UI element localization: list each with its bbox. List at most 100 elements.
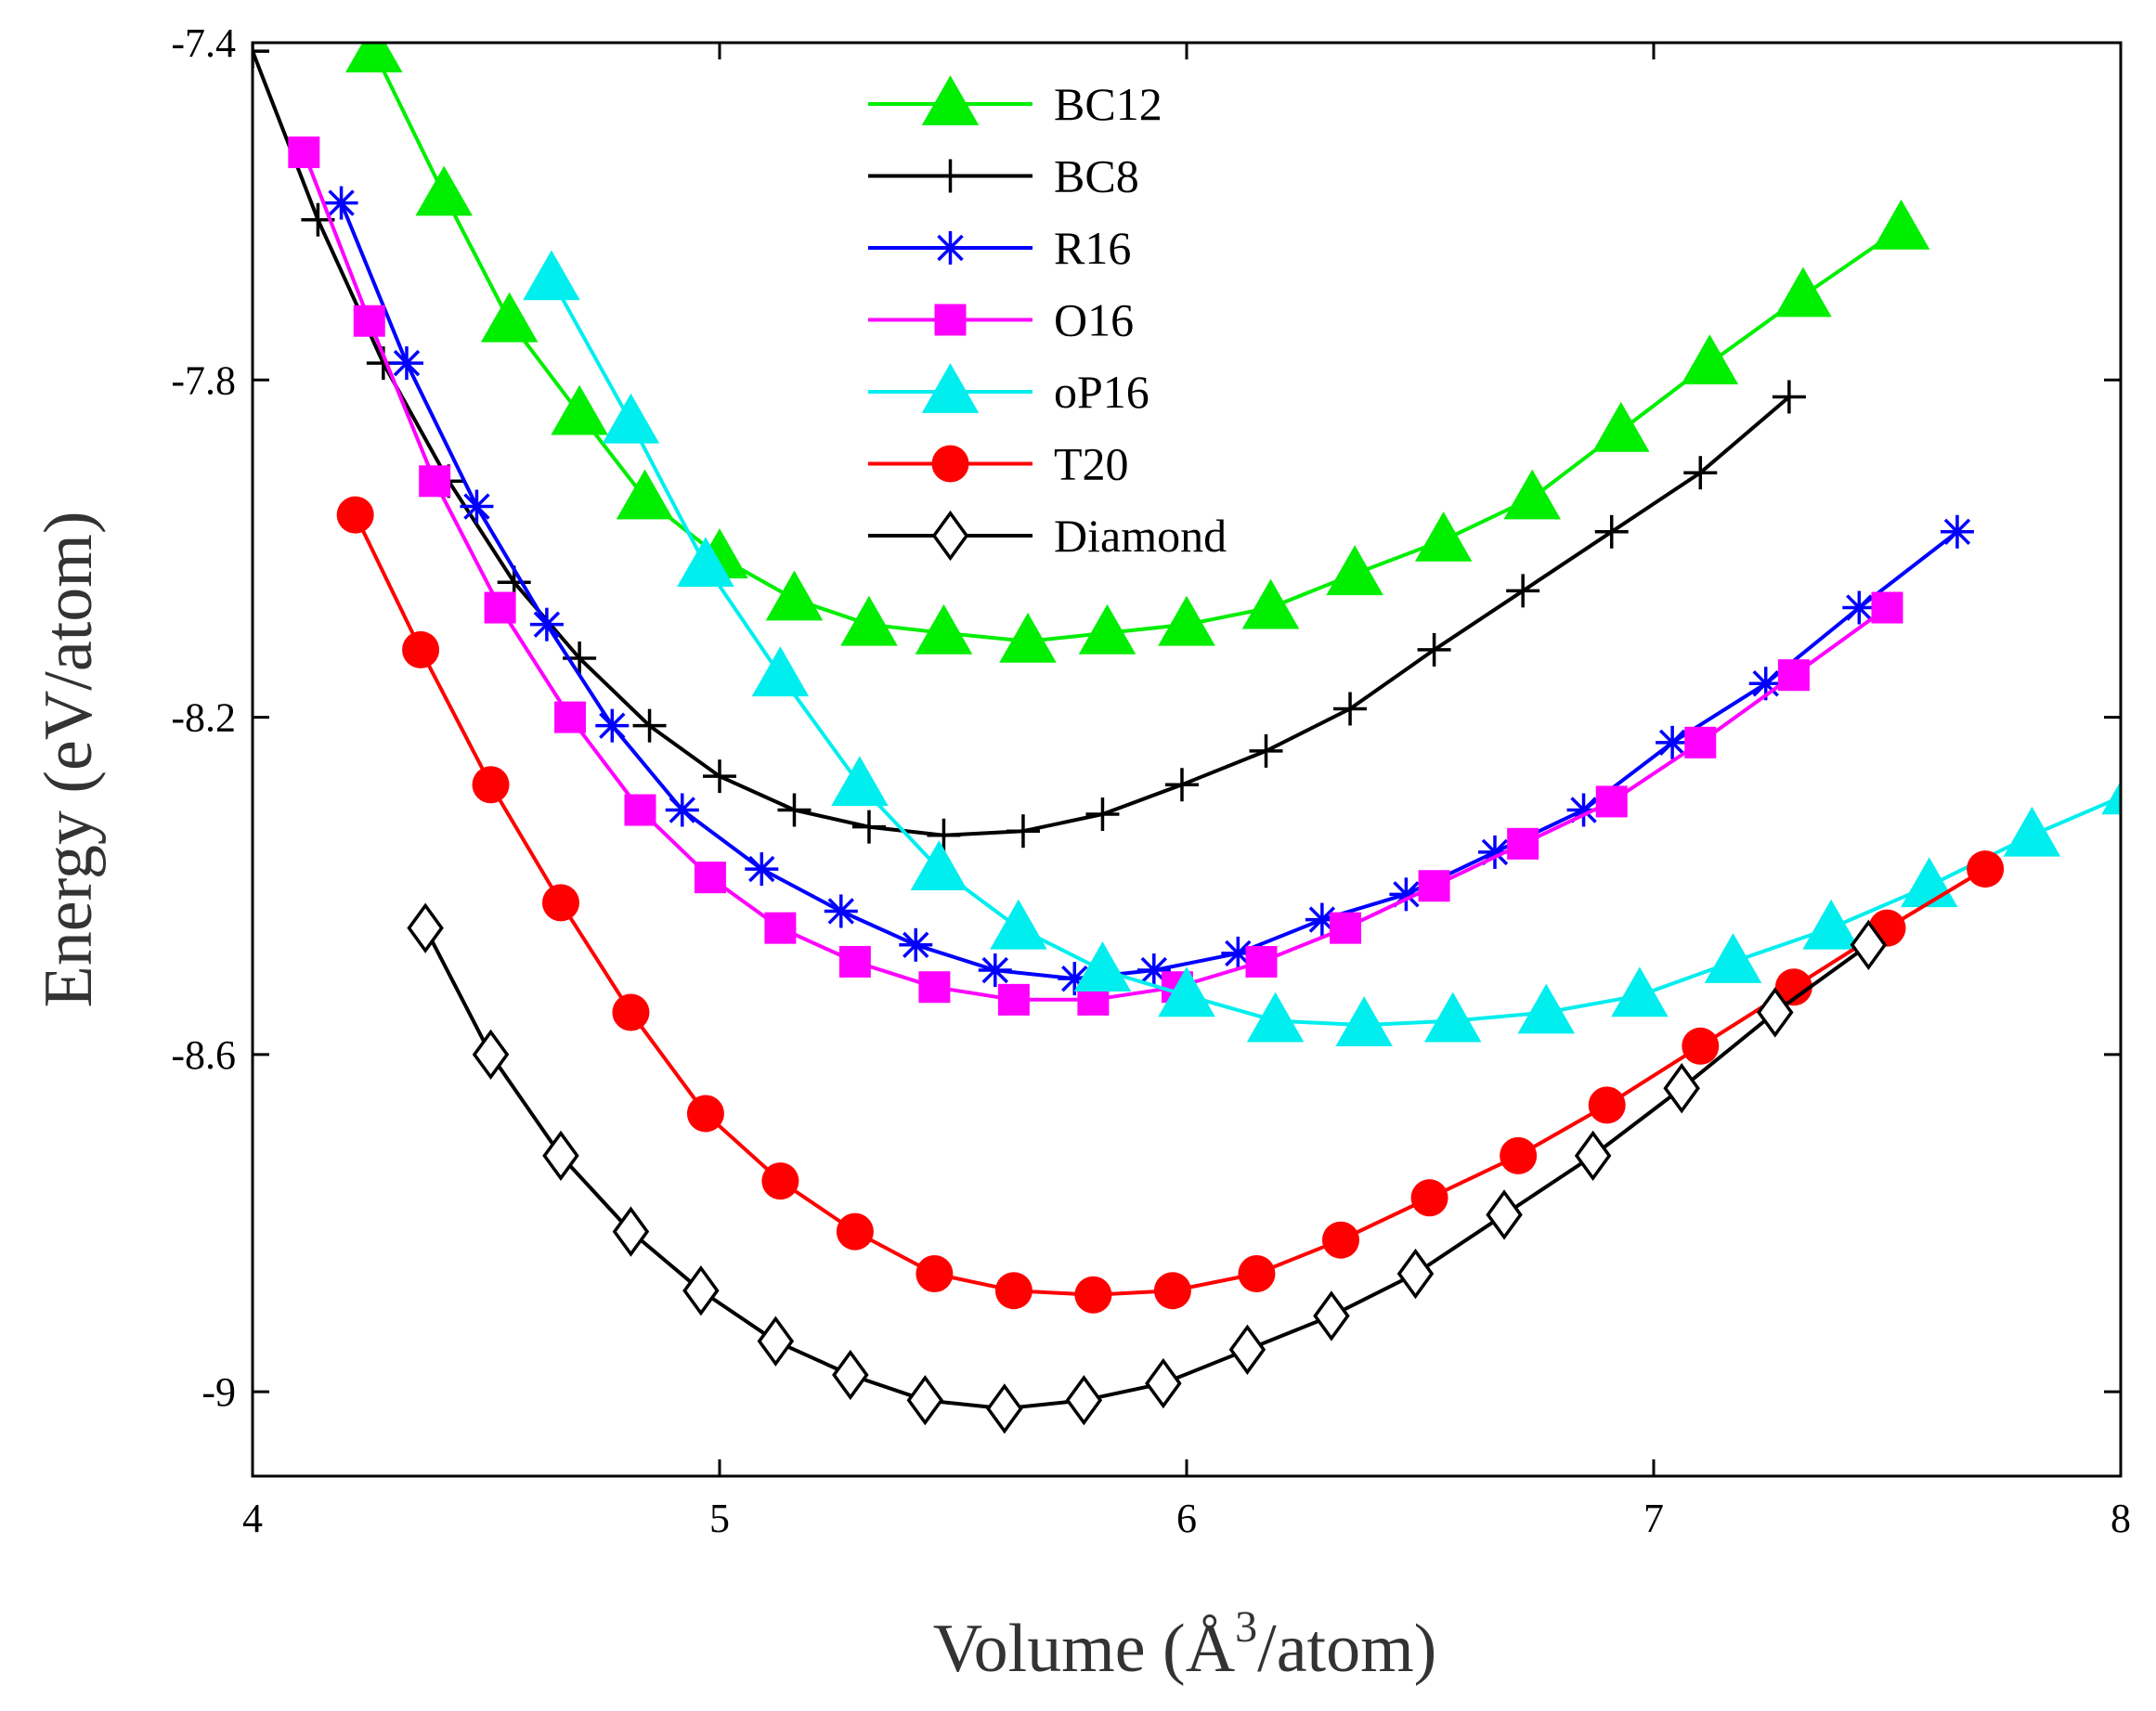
data-point-op16	[602, 393, 660, 444]
legend-item-diamond: Diamond	[868, 510, 1227, 562]
data-point-t20	[1500, 1136, 1538, 1174]
data-point-diamond	[542, 1130, 579, 1182]
data-point-t20	[402, 630, 440, 668]
data-point-diamond	[906, 1375, 944, 1426]
series-o16	[288, 136, 1903, 1016]
series-layer	[253, 43, 2121, 1434]
data-point-r16	[745, 852, 779, 887]
y-tick-label: -8.6	[171, 1032, 236, 1078]
data-point-diamond	[986, 1383, 1023, 1434]
data-point-r16	[595, 708, 630, 743]
data-point-t20	[541, 884, 579, 922]
x-tick-label: 6	[1176, 1496, 1197, 1541]
data-point-diamond	[407, 902, 444, 953]
data-point-t20	[761, 1162, 799, 1200]
data-point-diamond	[1396, 1248, 1435, 1300]
data-point-op16	[1517, 983, 1576, 1034]
data-point-r16	[824, 894, 858, 928]
y-tick-label: -7.8	[171, 357, 236, 403]
data-point-bc12	[915, 603, 973, 655]
x-tick-label: 7	[1643, 1496, 1664, 1541]
data-point-r16	[529, 607, 564, 642]
legend-marker-o16	[934, 304, 967, 336]
y-tick-label: -7.4	[171, 20, 236, 66]
data-point-op16	[1158, 966, 1215, 1018]
y-tick-label: -8.2	[171, 695, 236, 741]
legend-label-bc12: BC12	[1054, 78, 1162, 130]
data-point-bc12	[1592, 401, 1650, 452]
data-point-o16	[624, 794, 656, 826]
x-tick-label: 5	[709, 1496, 730, 1541]
data-point-bc12	[480, 292, 539, 343]
series-diamond	[407, 902, 1888, 1434]
data-point-bc12	[1241, 578, 1300, 629]
data-point-t20	[1774, 968, 1812, 1006]
legend-marker-op16	[921, 363, 980, 413]
data-point-bc12	[999, 612, 1057, 663]
y-tick-label: -9	[201, 1369, 236, 1415]
legend-label-op16: oP16	[1054, 366, 1149, 418]
data-point-t20	[836, 1212, 874, 1251]
data-point-bc12	[1158, 595, 1215, 646]
data-point-bc8	[851, 810, 886, 844]
data-point-bc12	[765, 570, 824, 621]
legend-item-t20: T20	[868, 438, 1129, 490]
data-point-diamond	[1663, 1063, 1700, 1114]
data-point-r16	[389, 346, 423, 381]
data-point-r16	[665, 793, 699, 827]
data-point-o16	[554, 701, 587, 733]
data-point-bc12	[1326, 545, 1383, 596]
data-point-op16	[990, 899, 1047, 950]
data-point-bc8	[632, 708, 667, 743]
data-point-t20	[1074, 1276, 1112, 1314]
data-point-diamond	[1228, 1324, 1266, 1375]
data-point-diamond	[1065, 1375, 1103, 1426]
legend-marker-t20	[931, 445, 969, 483]
data-point-r16	[899, 927, 933, 962]
data-point-bc12	[345, 43, 403, 73]
data-point-diamond	[1313, 1290, 1350, 1342]
legend-marker-r16	[933, 231, 968, 265]
data-point-t20	[336, 496, 374, 534]
data-point-t20	[1153, 1272, 1191, 1310]
data-point-t20	[916, 1255, 954, 1293]
data-point-op16	[1802, 899, 1860, 950]
legend-label-diamond: Diamond	[1054, 510, 1227, 562]
data-point-t20	[1410, 1179, 1448, 1217]
data-point-t20	[686, 1095, 724, 1133]
data-point-o16	[694, 862, 726, 894]
legend-label-t20: T20	[1054, 438, 1129, 490]
data-point-bc8	[1506, 574, 1540, 608]
data-point-o16	[1330, 912, 1362, 944]
data-point-diamond	[1145, 1357, 1182, 1409]
data-point-op16	[677, 537, 734, 588]
data-point-bc12	[1872, 199, 1930, 250]
x-tick-label: 4	[242, 1496, 263, 1541]
data-point-op16	[1704, 933, 1762, 983]
data-point-bc12	[415, 165, 473, 216]
data-point-op16	[831, 756, 889, 807]
data-point-o16	[1245, 945, 1278, 978]
data-point-diamond	[682, 1265, 720, 1316]
data-point-o16	[1418, 870, 1450, 902]
data-point-op16	[2101, 781, 2121, 815]
data-point-bc8	[1085, 797, 1120, 832]
data-point-t20	[612, 993, 650, 1031]
data-point-diamond	[1757, 987, 1794, 1038]
data-point-bc8	[1333, 692, 1368, 726]
data-point-bc12	[1681, 334, 1739, 385]
series-t20	[336, 496, 2005, 1314]
data-point-op16	[523, 250, 580, 301]
data-point-o16	[1777, 659, 1810, 692]
data-point-op16	[1611, 966, 1669, 1018]
data-point-t20	[994, 1272, 1033, 1310]
legend-item-bc12: BC12	[868, 75, 1162, 130]
data-point-bc12	[1414, 511, 1473, 562]
data-point-r16	[1842, 590, 1877, 625]
data-point-t20	[1238, 1255, 1276, 1293]
data-point-o16	[997, 983, 1030, 1016]
data-point-r16	[1656, 725, 1690, 759]
x-axis-title: Volume (Å3/atom)	[933, 1602, 1437, 1687]
data-point-op16	[2003, 806, 2061, 857]
